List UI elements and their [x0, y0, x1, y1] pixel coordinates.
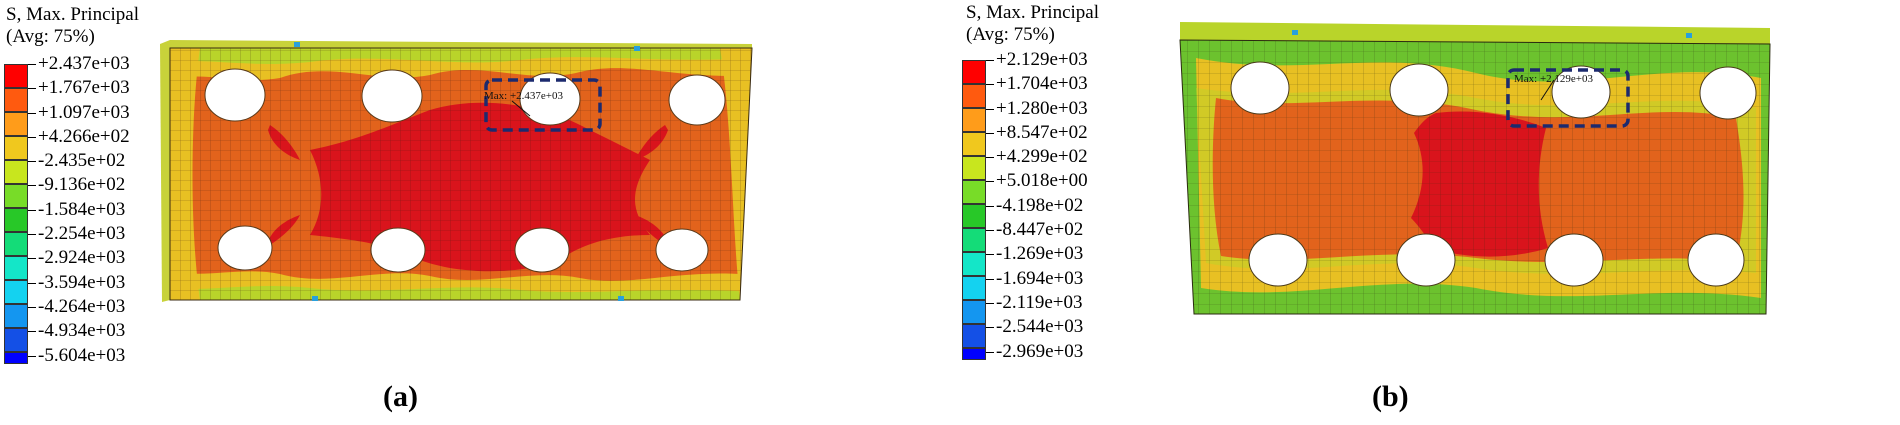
hotspot-marker	[312, 296, 318, 301]
legend-swatch	[4, 280, 28, 304]
legend-swatch	[4, 208, 28, 232]
bolt-hole	[1699, 66, 1757, 120]
legend-value: -1.584e+03	[28, 198, 130, 222]
hotspot-marker	[618, 296, 624, 301]
bolt-hole	[1544, 233, 1604, 287]
legend-swatch	[4, 232, 28, 256]
legend-value: -5.604e+03	[28, 344, 130, 368]
hotspot-marker	[294, 42, 300, 47]
max-highlight-box	[484, 78, 602, 132]
bolt-hole	[370, 227, 426, 273]
max-stress-annotation: Max: +2.129e+03	[1514, 73, 1594, 85]
legend-swatch	[4, 112, 28, 136]
legend-swatch	[962, 204, 986, 228]
plate-left-edge	[160, 40, 170, 302]
legend-value: -2.544e+03	[986, 315, 1088, 339]
legend-value: -2.254e+03	[28, 222, 130, 246]
figure-panel-a: S, Max. Principal (Avg: 75%) +2.437e+03 +…	[4, 4, 753, 413]
plate-top-edge	[170, 40, 752, 48]
bolt-hole	[519, 72, 581, 126]
bolt-hole	[1248, 233, 1308, 287]
legend-swatch	[962, 132, 986, 156]
bolt-hole	[361, 69, 423, 123]
legend-title-line2: (Avg: 75%)	[6, 26, 95, 47]
legend-value: -4.264e+03	[28, 295, 130, 319]
bolt-hole	[1551, 65, 1611, 119]
legend-value: +4.299e+02	[986, 145, 1088, 169]
legend-value: -1.269e+03	[986, 242, 1088, 266]
legend-value: +8.547e+02	[986, 121, 1088, 145]
panel-label-b: (b)	[1372, 380, 1409, 413]
legend-swatch	[962, 348, 986, 360]
legend-swatch	[4, 256, 28, 280]
legend-title-line1: S, Max. Principal	[6, 4, 139, 25]
legend-value: -2.119e+03	[986, 291, 1088, 315]
bolt-hole	[514, 227, 570, 273]
legend-values-b: +2.129e+03 +1.704e+03 +1.280e+03 +8.547e+02…	[986, 48, 1088, 364]
legend-value: -2.924e+03	[28, 246, 130, 270]
hotspot-marker	[634, 46, 640, 51]
legend-value: -8.447e+02	[986, 218, 1088, 242]
figure-panel-b: S, Max. Principal (Avg: 75%) +2.129e+03 +…	[950, 0, 1900, 425]
legend-value: -1.694e+03	[986, 267, 1088, 291]
legend-swatch	[962, 84, 986, 108]
bolt-hole	[1687, 233, 1745, 287]
bolt-hole	[217, 225, 273, 271]
legend-swatch	[962, 180, 986, 204]
max-leader-line	[511, 100, 531, 117]
legend-swatch	[962, 228, 986, 252]
max-leader-line	[1540, 79, 1555, 101]
legend-value: +5.018e+00	[986, 169, 1088, 193]
legend-value: +1.704e+03	[986, 72, 1088, 96]
legend-swatch	[962, 60, 986, 84]
stress-contour-plate-a: Max: +2.437e+03	[160, 40, 753, 302]
hotspot-marker	[1686, 33, 1692, 38]
stress-contour-plate-b: Max: +2.129e+03	[1179, 22, 1771, 315]
legend-value: -2.435e+02	[28, 149, 130, 173]
legend-title-b: S, Max. Principal (Avg: 75%)	[966, 2, 1099, 46]
legend-swatch	[4, 352, 28, 364]
legend-value: -2.969e+03	[986, 340, 1088, 364]
bolt-hole	[1230, 61, 1290, 115]
legend-swatch	[4, 136, 28, 160]
legend-swatch	[4, 184, 28, 208]
legend-value: +1.280e+03	[986, 97, 1088, 121]
legend-value: +1.097e+03	[28, 101, 130, 125]
max-highlight-box	[1506, 68, 1630, 128]
bolt-hole	[668, 74, 726, 126]
legend-value: +2.129e+03	[986, 48, 1088, 72]
legend-colorbar-a	[4, 64, 28, 364]
legend-swatch	[962, 324, 986, 348]
legend-title-line2: (Avg: 75%)	[966, 24, 1055, 45]
legend-value: -9.136e+02	[28, 173, 130, 197]
legend-title-line1: S, Max. Principal	[966, 2, 1099, 23]
legend-swatch	[4, 160, 28, 184]
legend-value: -4.198e+02	[986, 194, 1088, 218]
legend-swatch	[4, 64, 28, 88]
legend-value: +4.266e+02	[28, 125, 130, 149]
legend-value: +1.767e+03	[28, 76, 130, 100]
legend-swatch	[962, 276, 986, 300]
legend-swatch	[4, 304, 28, 328]
panel-label-a: (a)	[383, 380, 418, 413]
bolt-hole	[1396, 233, 1456, 287]
legend-swatch	[4, 328, 28, 352]
hotspot-marker	[1292, 30, 1298, 35]
legend-swatch	[962, 300, 986, 324]
legend-title-a: S, Max. Principal (Avg: 75%)	[6, 4, 139, 48]
legend-swatch	[962, 252, 986, 276]
legend-swatch	[4, 88, 28, 112]
bolt-hole	[1389, 63, 1449, 117]
legend-value: -3.594e+03	[28, 271, 130, 295]
legend-value: -4.934e+03	[28, 319, 130, 343]
plate-top-edge	[1180, 22, 1770, 44]
legend-colorbar-b	[962, 60, 986, 360]
legend-swatch	[962, 156, 986, 180]
legend-swatch	[962, 108, 986, 132]
legend-value: +2.437e+03	[28, 52, 130, 76]
legend-values-a: +2.437e+03 +1.767e+03 +1.097e+03 +4.266e+02…	[28, 52, 130, 368]
bolt-hole	[204, 68, 266, 122]
bolt-hole	[655, 228, 709, 272]
max-stress-annotation: Max: +2.437e+03	[484, 90, 564, 102]
